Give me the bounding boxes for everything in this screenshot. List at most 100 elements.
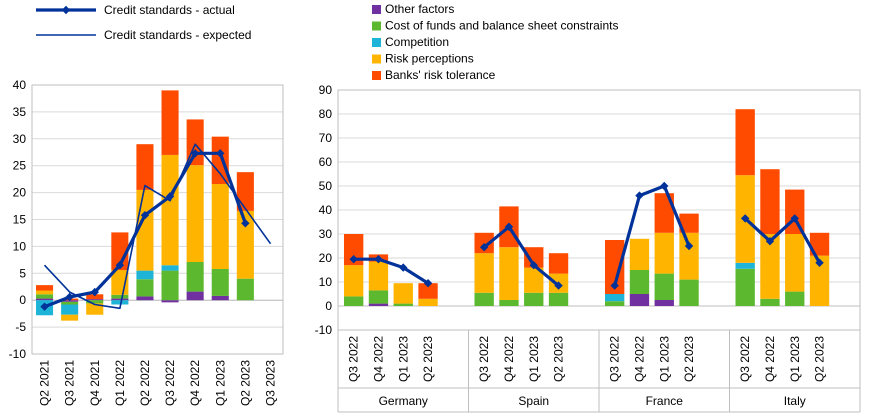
bar-segment-other	[629, 294, 650, 306]
bar-segment-tolerance	[604, 240, 625, 294]
x-tick-label: Q2 2023	[238, 360, 252, 406]
y-tick-label: 20	[13, 186, 27, 200]
bar-segment-cost	[86, 300, 104, 304]
y-tick-label: 30	[319, 227, 333, 241]
line-actual-point	[423, 279, 433, 288]
bar-segment-other	[36, 298, 54, 301]
x-tick-label: Q2 2023	[682, 336, 696, 382]
bar-segment-tolerance	[679, 213, 699, 233]
legend-swatch-other	[372, 5, 381, 14]
bar-segment-tolerance	[735, 109, 755, 176]
bar-segment-other	[86, 299, 104, 301]
line-actual-point	[399, 263, 408, 272]
y-tick-label: 0	[19, 293, 26, 307]
bar-segment-risk	[393, 283, 413, 304]
x-tick-label: Q1 2023	[657, 336, 671, 382]
bar-segment-other	[211, 295, 229, 301]
bar-segment-cost	[368, 290, 389, 304]
y-tick-label: 10	[319, 275, 333, 289]
bar-segment-risk	[36, 290, 54, 295]
x-tick-label: Q1 2023	[213, 360, 227, 406]
bar-segment-competition	[136, 270, 154, 280]
y-tick-label: -5	[15, 320, 26, 334]
legend-label-other: Other factors	[385, 2, 454, 16]
bar-segment-risk	[61, 314, 79, 321]
y-tick-label: 60	[319, 155, 333, 169]
bar-segment-other	[368, 303, 389, 306]
x-tick-label: Q1 2023	[396, 336, 410, 382]
x-tick-label: Q4 2022	[763, 336, 777, 382]
bar-segment-risk	[524, 267, 544, 293]
legend-swatch-risk	[372, 54, 381, 64]
line-actual-point	[815, 258, 824, 267]
bar-segment-risk	[474, 253, 494, 293]
line-actual-point	[216, 149, 225, 158]
bar-segment-cost	[654, 273, 674, 300]
bar-segment-tolerance	[211, 136, 229, 184]
line-actual-point	[374, 255, 383, 264]
line-actual-point	[554, 281, 563, 290]
bar-segment-risk	[654, 232, 674, 274]
x-tick-label: Q3 2021	[63, 360, 77, 406]
bar-segment-risk	[499, 247, 519, 300]
bar-segment-risk	[809, 255, 830, 306]
x-tick-label: Q2 2022	[138, 360, 152, 406]
bar-segment-cost	[186, 262, 204, 292]
x-tick-label: Q1 2022	[113, 360, 127, 406]
x-tick-label: Q4 2022	[371, 336, 385, 382]
line-actual-point	[504, 222, 514, 231]
bar-segment-tolerance	[548, 253, 569, 274]
right-chart: -10 0 10 20 30 40 50 60 70 80 90 Q3 2022 Q4 2022 Q1 2…	[315, 83, 861, 413]
bar-segment-risk	[760, 234, 780, 299]
bar-segment-risk	[211, 183, 229, 269]
bar-segment-cost	[36, 294, 54, 299]
bar-segment-cost	[524, 292, 544, 306]
legend-label-expected: Credit standards - expected	[104, 28, 251, 42]
y-tick-label: -10	[315, 323, 333, 337]
bar-segment-tolerance	[111, 232, 129, 271]
line-actual	[613, 184, 691, 287]
bar-segment-other	[161, 300, 179, 303]
y-tick-label: 40	[13, 78, 27, 92]
bar-segment-risk	[785, 234, 805, 292]
bar-segment-cost	[111, 294, 129, 299]
plot-frame	[31, 84, 284, 355]
bar-segment-cost	[785, 291, 805, 306]
bar-segment-cost	[161, 270, 179, 301]
bar-segment-tolerance	[236, 172, 254, 211]
bar-segment-other	[111, 298, 129, 301]
y-tick-label: -10	[9, 347, 27, 361]
line-actual-point	[241, 219, 250, 228]
group-label: Germany	[379, 394, 428, 408]
bar-segment-other	[136, 296, 154, 301]
line-actual-point	[90, 287, 99, 297]
legend-swatch-cost	[372, 21, 381, 31]
x-tick-label: Q3 2023	[263, 360, 277, 406]
legend-label-actual: Credit standards - actual	[104, 3, 235, 17]
y-tick-label: 5	[19, 266, 26, 280]
legend-swatch-competition	[372, 38, 381, 47]
x-tick-label: Q3 2022	[608, 336, 622, 382]
y-tick-label: 20	[319, 251, 333, 265]
y-tick-label: 40	[319, 203, 333, 217]
y-tick-label: 0	[325, 299, 332, 313]
legend-label-risk: Risk perceptions	[385, 52, 474, 66]
bar-segment-cost	[679, 279, 699, 306]
bar-segment-tolerance	[760, 169, 780, 234]
x-tick-label: Q1 2023	[527, 336, 541, 382]
x-tick-label: Q2 2023	[813, 336, 827, 382]
line-actual-point	[40, 302, 49, 311]
x-tick-label: Q2 2021	[38, 360, 52, 406]
x-tick-label: Q2 2023	[421, 336, 435, 382]
y-tick-label: 50	[319, 179, 333, 193]
bar-segment-cost	[604, 301, 625, 306]
line-actual-point	[529, 261, 538, 270]
y-tick-label: 15	[13, 213, 27, 227]
bar-segment-competition	[604, 294, 625, 302]
y-tick-label: 90	[319, 83, 333, 97]
line-actual	[744, 216, 821, 264]
bar-segment-risk	[679, 232, 699, 280]
x-tick-label: Q4 2022	[502, 336, 516, 382]
bar-segment-cost	[629, 270, 650, 294]
bar-segment-tolerance	[136, 144, 154, 190]
